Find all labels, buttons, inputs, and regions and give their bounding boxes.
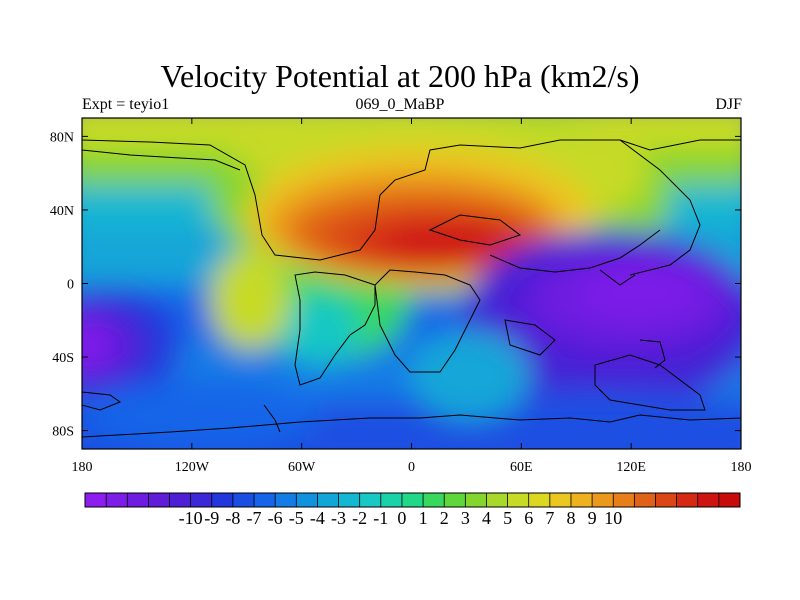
colorbar-swatch [592, 493, 614, 507]
colorbar-swatch [486, 493, 508, 507]
x-tick-label: 60W [288, 460, 316, 475]
colorbar-swatch [85, 493, 107, 507]
x-tick-label: 0 [408, 460, 415, 475]
colorbar-label: 2 [440, 508, 449, 528]
experiment-label: Expt = teyio1 [82, 96, 170, 113]
map-axes: 180 120W 60W 0 60E 120E 180 80N 40N 0 40S 80S [50, 118, 752, 475]
colorbar-label: -8 [225, 508, 240, 528]
colorbar-swatch [232, 493, 255, 507]
colorbar-swatch [359, 493, 382, 507]
colorbar-frame [84, 492, 741, 508]
x-tick-label: 120W [175, 460, 210, 475]
colorbar-swatch [106, 493, 128, 507]
colorbar-label: 4 [482, 508, 491, 528]
colorbar-label: -2 [352, 508, 367, 528]
colorbar-swatch [570, 493, 593, 507]
colorbar-label: 3 [461, 508, 470, 528]
colorbar-label: 8 [566, 508, 575, 528]
colorbar-swatch [444, 493, 466, 507]
colorbar-label: 0 [397, 508, 406, 528]
colorbar-label: -7 [247, 508, 262, 528]
colorbar-swatch [655, 493, 677, 507]
colorbar-swatch [127, 493, 149, 507]
colorbar-label: -1 [373, 508, 388, 528]
plot-title: Velocity Potential at 200 hPa (km2/s) [160, 58, 640, 94]
colorbar-swatch [211, 493, 234, 507]
period-label: 069_0_MaBP [355, 96, 445, 113]
colorbar-swatch [296, 493, 318, 507]
x-tick-label: 180 [731, 460, 752, 475]
colorbar-label: -10 [179, 508, 203, 528]
x-tick-label: 180 [72, 460, 93, 475]
colorbar: -10 -9 -8 -7 -6 -5 -4 -3 -2 -1 0 1 2 3 4 5 6 7 8 9 10 [84, 492, 741, 528]
coastlines [82, 139, 741, 438]
y-tick-label: 80S [52, 425, 74, 440]
colorbar-label: -3 [331, 508, 346, 528]
colorbar-swatch [169, 493, 191, 507]
y-tick-label: 40N [50, 204, 74, 219]
colorbar-label: 10 [604, 508, 622, 528]
colorbar-swatch [697, 493, 720, 507]
y-tick-label: 80N [50, 130, 74, 145]
colorbar-swatch [401, 493, 424, 507]
x-tick-label: 60E [510, 460, 533, 475]
colorbar-label: -9 [204, 508, 219, 528]
colorbar-label: 7 [545, 508, 554, 528]
colorbar-label: 1 [419, 508, 428, 528]
colorbar-label: 6 [524, 508, 533, 528]
colorbar-swatch [148, 493, 170, 507]
colorbar-swatch [380, 493, 403, 507]
colorbar-swatch [634, 493, 656, 507]
y-tick-label: 0 [67, 278, 74, 293]
x-tick-label: 120E [616, 460, 646, 475]
colorbar-swatch [190, 493, 213, 507]
colorbar-swatch [718, 493, 741, 507]
season-label: DJF [715, 96, 742, 113]
colorbar-swatch [676, 493, 699, 507]
colorbar-swatch [275, 493, 297, 507]
colorbar-swatch [465, 493, 487, 507]
colorbar-swatch [317, 493, 339, 507]
colorbar-swatch [549, 493, 572, 507]
colorbar-swatch [338, 493, 360, 507]
colorbar-swatch [507, 493, 530, 507]
contour-field [82, 118, 741, 449]
colorbar-swatch [423, 493, 445, 507]
colorbar-label: 9 [588, 508, 597, 528]
colorbar-label: -6 [268, 508, 283, 528]
colorbar-label: 5 [503, 508, 512, 528]
colorbar-label: -4 [310, 508, 325, 528]
colorbar-swatch [613, 493, 635, 507]
colorbar-swatch [528, 493, 551, 507]
y-tick-label: 40S [52, 351, 74, 366]
colorbar-label: -5 [289, 508, 304, 528]
colorbar-swatch [254, 493, 276, 507]
